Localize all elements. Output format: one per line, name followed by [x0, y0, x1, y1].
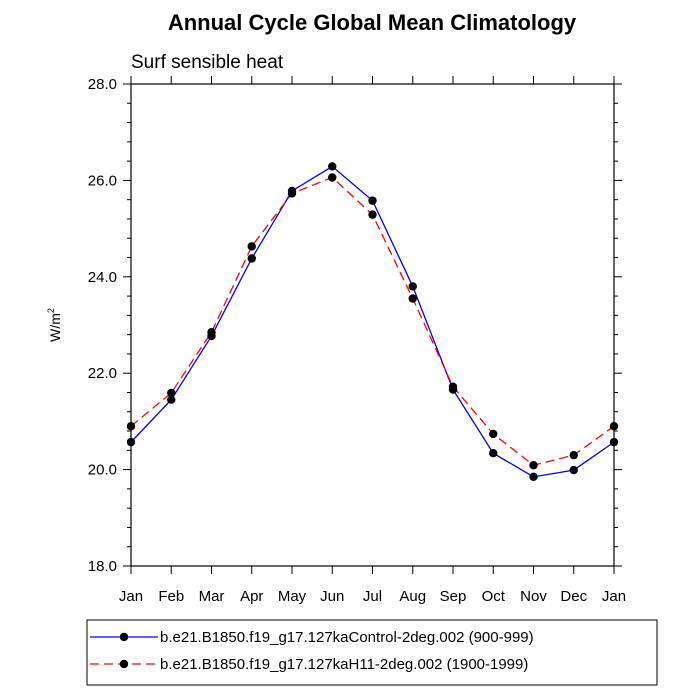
series-2-point — [609, 422, 619, 431]
chart-title: Annual Cycle Global Mean Climatology — [168, 10, 577, 35]
plot-frame — [130, 83, 615, 567]
y-axis-label: W/m2 — [46, 308, 63, 342]
x-tick-label: Oct — [482, 588, 506, 605]
series-line-2 — [130, 176, 615, 466]
x-tick-label: Feb — [158, 588, 184, 605]
legend-label-1: b.e21.B1850.f19_g17.127kaControl-2deg.00… — [160, 629, 534, 646]
y-tick-label: 26.0 — [88, 172, 117, 189]
legend-marker-2 — [119, 659, 129, 669]
series-2-point — [247, 242, 256, 251]
series-1-point — [368, 196, 377, 205]
chart-subtitle: Surf sensible heat — [131, 52, 284, 73]
series-1-point — [489, 449, 498, 458]
series-1-point — [126, 437, 136, 447]
series-2-point — [167, 388, 176, 398]
y-tick-label: 24.0 — [88, 269, 117, 286]
y-tick-label: 20.0 — [88, 462, 117, 479]
y-tick-label: 18.0 — [88, 558, 117, 575]
series-2-point — [126, 422, 136, 431]
legend-box — [86, 619, 658, 686]
y-tick-label: 22.0 — [88, 365, 117, 382]
x-tick-label: Jan — [602, 588, 626, 605]
x-tick-label: May — [278, 588, 307, 605]
series-2-point — [569, 450, 578, 460]
y-tick-label: 28.0 — [88, 76, 117, 93]
x-tick-label: Dec — [560, 588, 587, 605]
series-2-point — [489, 429, 498, 439]
x-tick-label: Apr — [240, 588, 263, 605]
x-tick-label: Jan — [119, 588, 143, 605]
legend-marker-1 — [119, 632, 129, 642]
series-1-point — [247, 254, 256, 263]
series-1-point — [569, 465, 578, 475]
x-tick-label: Jun — [320, 588, 344, 605]
series-2-point — [207, 328, 216, 337]
series-layer — [126, 162, 619, 482]
x-tick-label: Nov — [520, 588, 547, 605]
series-1-point — [609, 437, 619, 447]
series-2-point — [328, 173, 337, 182]
x-tick-label: Sep — [440, 588, 467, 605]
series-2-point — [287, 189, 297, 198]
series-2-point — [408, 294, 417, 303]
x-tick-label: Mar — [199, 588, 225, 605]
series-1-point — [328, 162, 337, 171]
series-2-point — [529, 461, 538, 470]
series-1-point — [529, 472, 538, 482]
x-tick-label: Aug — [399, 588, 426, 605]
legend-label-2: b.e21.B1850.f19_g17.127kaH11-2deg.002 (1… — [160, 656, 528, 673]
series-2-point — [368, 210, 377, 219]
x-tick-label: Jul — [363, 588, 382, 605]
series-2-point — [448, 382, 458, 391]
series-1-point — [167, 395, 176, 404]
series-1-point — [408, 282, 417, 291]
axes-layer: 18.0 20.0 22.0 24.0 26.0 28.0 Jan Feb Mar Apr May J… — [46, 76, 626, 605]
legend: b.e21.B1850.f19_g17.127kaControl-2deg.00… — [86, 619, 658, 686]
